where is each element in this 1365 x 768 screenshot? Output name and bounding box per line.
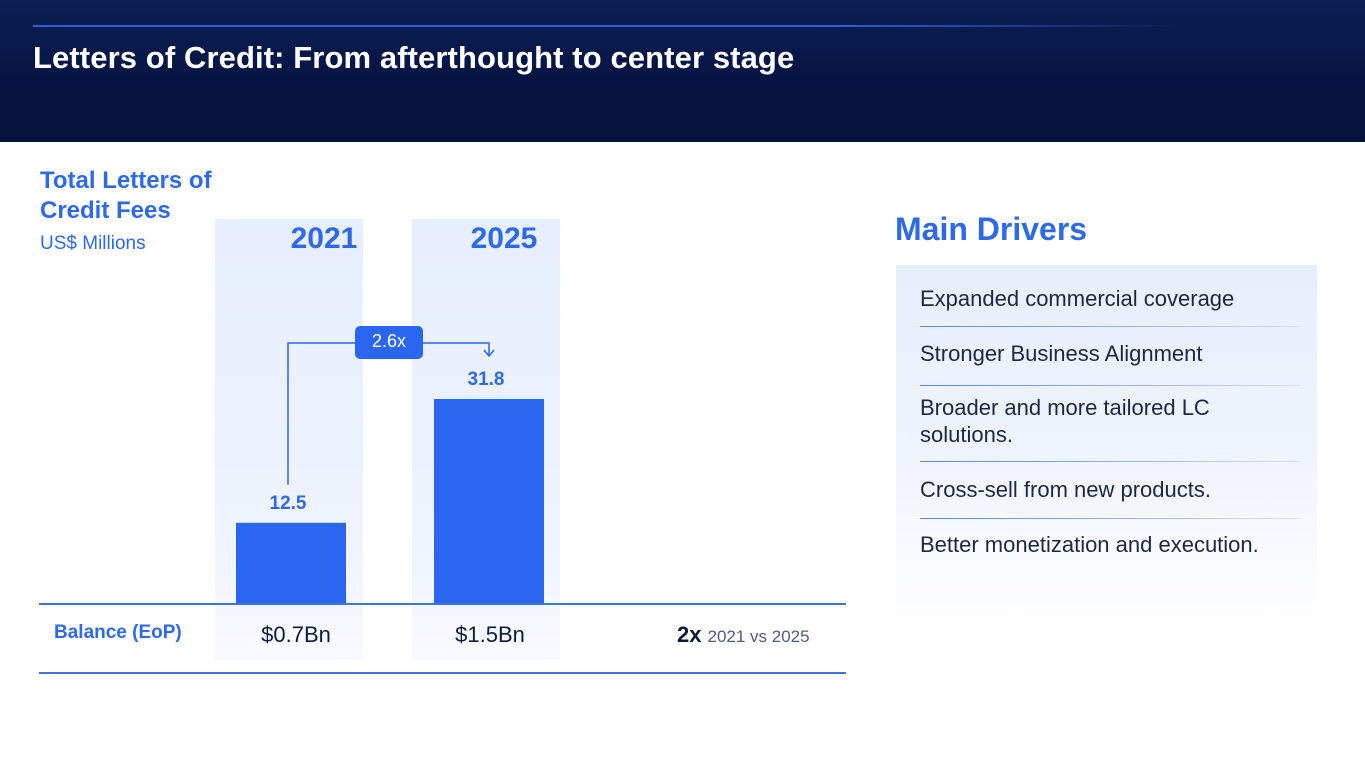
driver-item: Expanded commercial coverage [920, 286, 1235, 311]
driver-item: Better monetization and execution. [920, 532, 1259, 557]
multiplier-badge-label: 2.6x [372, 331, 406, 351]
growth-note: 2021 vs 2025 [707, 627, 810, 646]
bar-value-label-2025: 31.8 [468, 369, 505, 390]
header-accent-line [33, 25, 1183, 27]
driver-item: Stronger Business Alignment [920, 341, 1203, 366]
growth-arrowhead [483, 349, 495, 358]
driver-divider [920, 518, 1300, 519]
bar-2025 [434, 399, 544, 603]
year-label-2021: 2021 [290, 222, 358, 255]
chart-title: Total Letters of Credit Fees [40, 167, 212, 224]
bar-value-label-2021: 12.5 [270, 493, 307, 514]
balance-value-2021: $0.7Bn [261, 622, 331, 647]
growth-multiplier: 2x [677, 622, 702, 647]
balance-label: Balance (EoP) [54, 622, 182, 643]
bar-2021 [236, 522, 346, 603]
driver-item: Cross-sell from new products. [920, 477, 1211, 502]
driver-divider [920, 385, 1300, 386]
page-title: Letters of Credit: From afterthought to … [33, 40, 795, 75]
chart-baseline [39, 603, 846, 605]
chart-unit: US$ Millions [40, 233, 146, 254]
multiplier-badge [355, 326, 423, 359]
balance-growth: 2x 2021 vs 2025 [677, 622, 810, 648]
driver-item: Broader and more tailored LC solutions. [920, 395, 1210, 447]
driver-divider [920, 461, 1300, 462]
driver-divider [920, 326, 1300, 327]
header-banner: Letters of Credit: From afterthought to … [0, 0, 1365, 142]
drivers-title: Main Drivers [895, 211, 1088, 247]
drivers-panel: Expanded commercial coverage Stronger Bu… [896, 265, 1317, 630]
table-bottom-line [39, 672, 846, 674]
balance-value-2025: $1.5Bn [455, 622, 525, 647]
year-label-2025: 2025 [470, 222, 538, 255]
